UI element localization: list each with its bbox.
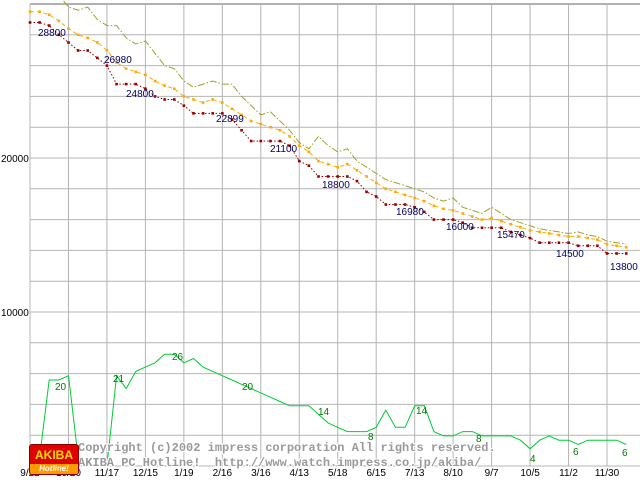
svg-text:11/2: 11/2 (559, 468, 578, 479)
akiba-hotline-logo: AKIBA Hotline! (29, 444, 79, 475)
svg-text:10/5: 10/5 (520, 468, 540, 479)
svg-text:3/16: 3/16 (251, 468, 271, 479)
copyright-line2: AKIBA PC Hotline! http://www.watch.impre… (78, 456, 482, 470)
svg-text:18800: 18800 (322, 180, 350, 191)
svg-text:20000: 20000 (1, 154, 29, 165)
svg-text:21100: 21100 (270, 144, 298, 155)
svg-text:14: 14 (318, 407, 330, 418)
svg-text:24800: 24800 (126, 89, 154, 100)
highest-price-line (62, 0, 627, 245)
svg-text:28800: 28800 (38, 28, 66, 39)
svg-text:10000: 10000 (1, 308, 29, 319)
copyright-line1: Copyright (c)2002 impress corporation Al… (78, 441, 496, 455)
price-labels: 28800 26980 24800 22899 21100 18800 16980 16000… (38, 28, 638, 273)
svg-text:26: 26 (172, 352, 184, 363)
svg-text:7/13: 7/13 (405, 468, 425, 479)
svg-text:12/15: 12/15 (133, 468, 158, 479)
svg-text:11/17: 11/17 (95, 468, 120, 479)
svg-text:2/16: 2/16 (213, 468, 233, 479)
svg-text:11/30: 11/30 (595, 468, 620, 479)
svg-text:6: 6 (573, 447, 579, 458)
lowest-price-series (28, 21, 628, 255)
count-labels: 20 21 26 20 14 8 14 8 4 6 6 (55, 352, 628, 465)
svg-text:8: 8 (368, 432, 374, 443)
svg-text:14500: 14500 (556, 249, 584, 260)
shop-count-series (29, 353, 627, 467)
svg-text:6/15: 6/15 (366, 468, 386, 479)
svg-text:4: 4 (530, 454, 536, 465)
average-price-series (28, 10, 628, 249)
svg-text:22899: 22899 (216, 114, 244, 125)
svg-text:21: 21 (113, 374, 125, 385)
highest-price-series (62, 0, 627, 245)
svg-text:15470: 15470 (497, 230, 525, 241)
svg-text:16980: 16980 (396, 207, 424, 218)
x-axis-labels: 9/2210/2011/1712/151/192/163/164/135/186… (20, 468, 619, 479)
svg-text:8: 8 (476, 434, 482, 445)
average-price-line (30, 11, 627, 248)
svg-text:26980: 26980 (104, 55, 132, 66)
svg-text:9/7: 9/7 (485, 468, 499, 479)
svg-text:16000: 16000 (446, 222, 474, 233)
svg-text:14: 14 (416, 406, 428, 417)
svg-text:13800: 13800 (610, 262, 638, 273)
gridlines (29, 3, 640, 467)
svg-text:5/18: 5/18 (328, 468, 348, 479)
svg-text:20: 20 (55, 382, 67, 393)
shop-count-line (29, 353, 627, 467)
svg-text:20: 20 (242, 382, 254, 393)
y-axis-labels: 20000 10000 (1, 154, 29, 319)
logo-akiba-text: AKIBA (35, 447, 73, 462)
svg-text:4/13: 4/13 (290, 468, 310, 479)
svg-text:6: 6 (622, 448, 628, 459)
svg-text:8/10: 8/10 (443, 468, 463, 479)
svg-text:1/19: 1/19 (174, 468, 194, 479)
logo-hotline-text: Hotline! (30, 464, 78, 474)
